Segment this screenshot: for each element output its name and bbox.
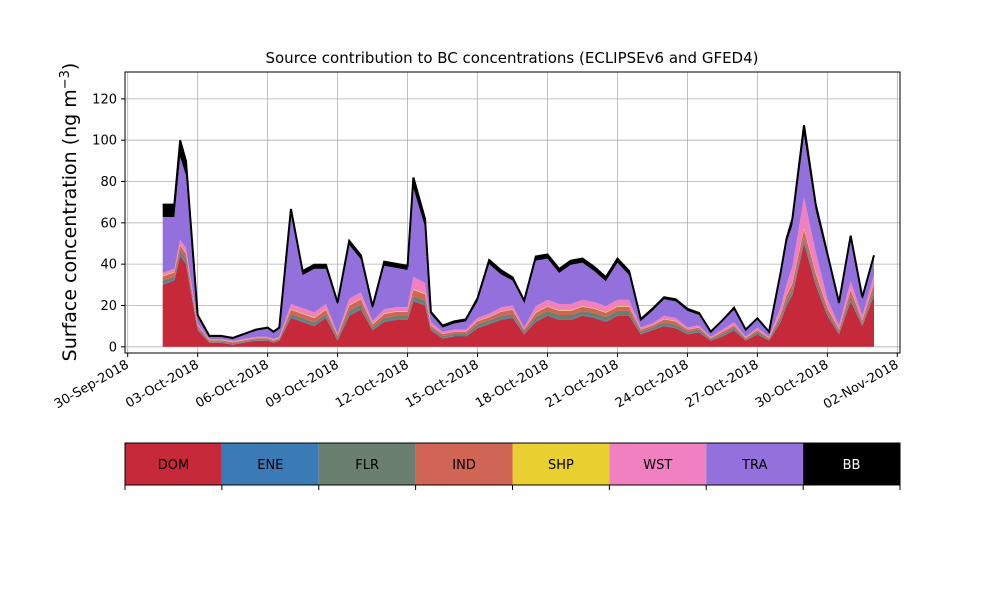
x-tick-label: 24-Oct-2018 xyxy=(613,357,691,411)
area-shp xyxy=(162,228,874,343)
legend-swatch-shp xyxy=(512,443,610,485)
y-tick-label: 0 xyxy=(109,340,117,355)
x-tick-label: 27-Oct-2018 xyxy=(683,357,761,411)
x-tick-label: 30-Oct-2018 xyxy=(753,357,831,411)
y-tick-label: 80 xyxy=(100,175,117,190)
legend-label-wst: WST xyxy=(643,458,672,473)
legend-label-flr: FLR xyxy=(355,458,379,473)
area-ind xyxy=(162,229,874,344)
x-tick-label: 21-Oct-2018 xyxy=(543,357,621,411)
y-tick-label: 60 xyxy=(100,216,117,231)
legend-label-ene: ENE xyxy=(257,458,283,473)
legend-swatch-tra xyxy=(706,443,804,485)
x-tick-label: 15-Oct-2018 xyxy=(403,357,481,411)
legend: DOM ENE FLR IND SHP WST TRA BB xyxy=(124,442,901,490)
plot-frame xyxy=(124,71,901,354)
legend-label-ind: IND xyxy=(452,458,476,473)
total-line xyxy=(162,124,875,339)
area-tra xyxy=(162,135,874,342)
legend-swatch-ene xyxy=(221,443,319,485)
chart-title: Source contribution to BC concentrations… xyxy=(265,49,758,67)
legend-label-bb: BB xyxy=(843,458,861,473)
legend-label-shp: SHP xyxy=(548,458,574,473)
x-tick-label: 30-Sep-2018 xyxy=(52,357,132,412)
y-axis-label: Surface concentration (ng m−3) xyxy=(58,63,81,362)
area-wst xyxy=(162,197,874,343)
legend-swatch-bb xyxy=(803,443,900,485)
x-tick-label: 12-Oct-2018 xyxy=(333,357,411,411)
legend-label-tra: TRA xyxy=(741,458,767,473)
y-tick-label: 40 xyxy=(100,258,117,273)
y-tick-label: 100 xyxy=(92,134,117,149)
x-tick-label: 02-Nov-2018 xyxy=(821,357,901,412)
legend-swatch-ind xyxy=(415,443,513,485)
x-tick-label: 03-Oct-2018 xyxy=(123,357,201,411)
legend-swatch-wst xyxy=(609,443,707,485)
x-tick-label: 06-Oct-2018 xyxy=(193,357,271,411)
legend-label-dom: DOM xyxy=(158,458,189,473)
y-tick-label: 20 xyxy=(100,299,117,314)
stacked-areas xyxy=(162,124,875,347)
area-flr xyxy=(162,237,874,345)
x-tick-label: 09-Oct-2018 xyxy=(263,357,341,411)
x-tick-label: 18-Oct-2018 xyxy=(473,357,551,411)
legend-swatch-flr xyxy=(318,443,416,485)
legend-swatch-dom xyxy=(125,443,222,485)
area-dom xyxy=(162,243,874,347)
y-tick-label: 120 xyxy=(92,92,117,107)
